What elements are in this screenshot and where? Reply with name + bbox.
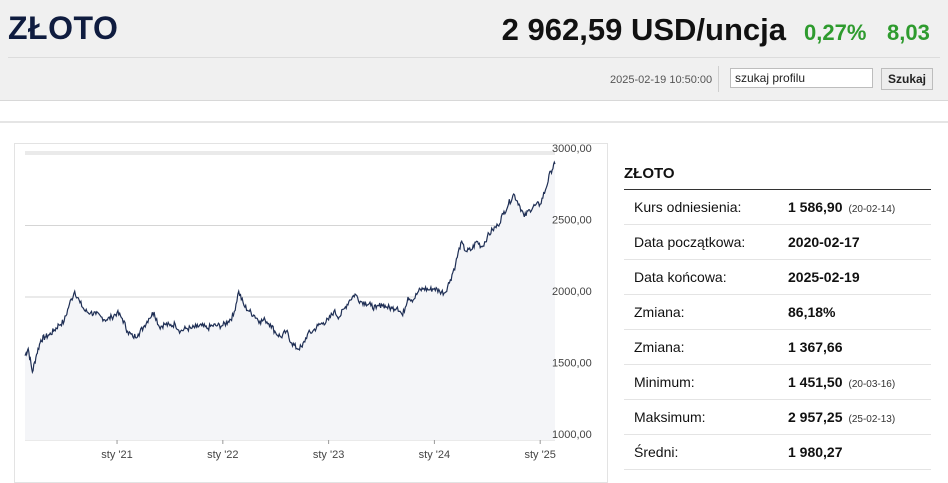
chart-area-fill [25, 162, 555, 440]
stat-value-text: 1 586,90 [788, 199, 843, 215]
instrument-title: ZŁOTO [8, 10, 119, 46]
stat-date-note: (20-02-14) [848, 204, 896, 215]
stat-label: Maksimum: [634, 409, 706, 425]
stat-row: Zmiana: 86,18% [624, 295, 931, 330]
stats-panel-title: ZŁOTO [624, 163, 931, 190]
x-tick-label: sty '21 [101, 449, 132, 461]
stat-value-text: 2 957,25 [788, 409, 843, 425]
stat-value-text: 2020-02-17 [788, 234, 860, 250]
profile-search-input[interactable] [730, 68, 873, 88]
search-button[interactable]: Szukaj [881, 68, 933, 90]
header-separator [718, 66, 719, 92]
current-price: 2 962,59 USD/uncja [501, 12, 786, 47]
quote-timestamp: 2025-02-19 10:50:00 [610, 74, 713, 86]
stat-label: Minimum: [634, 374, 695, 390]
stat-row: Kurs odniesienia: 1 586,90 (20-02-14) [624, 190, 931, 225]
stat-label: Data końcowa: [634, 269, 727, 285]
y-tick-label: 1500,00 [552, 358, 592, 370]
stat-value-text: 86,18% [788, 304, 836, 320]
stat-date-note: (25-02-13) [848, 414, 896, 425]
stat-row: Minimum: 1 451,50 (20-03-16) [624, 365, 931, 400]
x-tick-label: sty '23 [313, 449, 344, 461]
chart-series-line [24, 160, 556, 375]
stat-row: Zmiana: 1 367,66 [624, 330, 931, 365]
price-chart: 1000,00 1500,00 2000,00 2500,00 3000,00 sty '… [14, 143, 608, 483]
stat-label: Średni: [634, 444, 679, 460]
stat-label: Data początkowa: [634, 234, 746, 250]
stat-value: 2025-02-19 [788, 269, 860, 285]
stat-value-text: 1 451,50 [788, 374, 843, 390]
stat-label: Zmiana: [634, 339, 685, 355]
stat-value-text: 2025-02-19 [788, 269, 860, 285]
change-absolute: 8,03 [887, 20, 930, 45]
y-tick-label: 3000,00 [552, 144, 592, 155]
chart-canvas: 1000,00 1500,00 2000,00 2500,00 3000,00 sty '… [24, 144, 592, 461]
stat-row: Data początkowa: 2020-02-17 [624, 225, 931, 260]
stat-label: Zmiana: [634, 304, 685, 320]
stat-value: 1 367,66 [788, 339, 843, 355]
change-percent: 0,27% [804, 20, 867, 45]
header-divider [8, 57, 940, 58]
y-tick-label: 1000,00 [552, 429, 592, 441]
stats-panel: ZŁOTO Kurs odniesienia: 1 586,90 (20-02-14… [624, 163, 931, 470]
x-tick-label: sty '22 [207, 449, 238, 461]
stat-value: 1 586,90 (20-02-14) [788, 199, 895, 215]
y-tick-label: 2000,00 [552, 286, 592, 298]
stat-label: Kurs odniesienia: [634, 199, 742, 215]
stat-value-text: 1 980,27 [788, 444, 843, 460]
stat-row: Maksimum: 2 957,25 (25-02-13) [624, 400, 931, 435]
stat-value: 1 980,27 [788, 444, 843, 460]
stat-value: 2 957,25 (25-02-13) [788, 409, 895, 425]
stat-row: Średni: 1 980,27 [624, 435, 931, 470]
stat-value-text: 1 367,66 [788, 339, 843, 355]
stat-value: 1 451,50 (20-03-16) [788, 374, 895, 390]
stat-row: Data końcowa: 2025-02-19 [624, 260, 931, 295]
stat-value: 86,18% [788, 304, 835, 320]
stat-value: 2020-02-17 [788, 234, 860, 250]
y-tick-label: 2500,00 [552, 215, 592, 227]
stat-date-note: (20-03-16) [848, 379, 896, 390]
x-tick-label: sty '25 [524, 449, 555, 461]
x-tick-label: sty '24 [419, 449, 450, 461]
page-header: ZŁOTO 2 962,59 USD/uncja 0,27% 8,03 2025… [0, 0, 948, 101]
